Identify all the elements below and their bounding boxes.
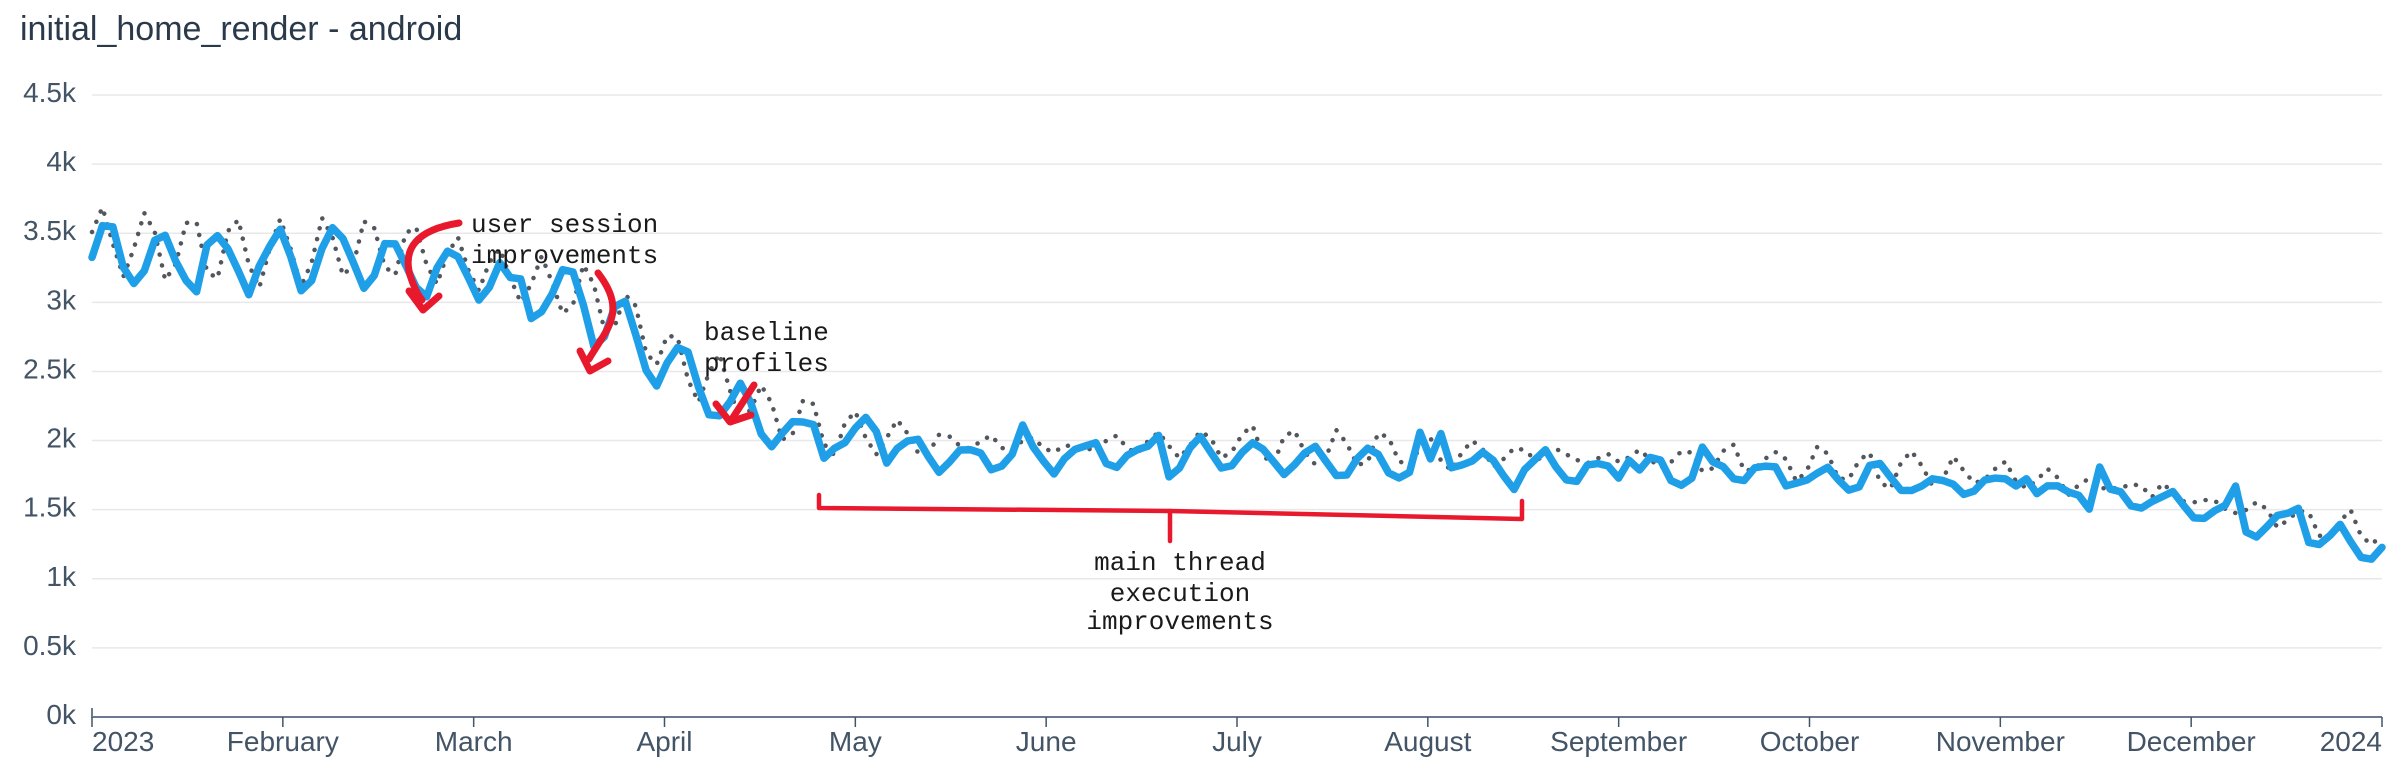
svg-text:2k: 2k [46,423,77,454]
svg-text:2024: 2024 [2320,726,2382,757]
svg-text:3.5k: 3.5k [23,215,77,246]
svg-text:4k: 4k [46,146,77,177]
svg-text:user session: user session [471,210,658,240]
svg-text:baseline: baseline [704,318,829,348]
svg-text:July: July [1212,726,1262,757]
svg-text:May: May [829,726,882,757]
svg-text:February: February [227,726,339,757]
svg-text:2023: 2023 [92,726,154,757]
svg-text:profiles: profiles [704,349,829,379]
svg-text:3k: 3k [46,284,77,315]
svg-text:0k: 0k [46,699,77,730]
svg-text:October: October [1760,726,1860,757]
svg-text:April: April [636,726,692,757]
svg-text:execution: execution [1110,579,1250,609]
svg-text:4.5k: 4.5k [23,77,77,108]
svg-text:August: August [1384,726,1471,757]
svg-text:December: December [2127,726,2256,757]
svg-text:September: September [1550,726,1687,757]
svg-text:2.5k: 2.5k [23,353,77,384]
svg-text:improvements: improvements [1086,607,1273,637]
svg-text:0.5k: 0.5k [23,630,77,661]
svg-text:1k: 1k [46,561,77,592]
svg-text:June: June [1016,726,1077,757]
svg-text:main thread: main thread [1094,548,1266,578]
svg-text:improvements: improvements [471,241,658,271]
svg-text:March: March [435,726,513,757]
svg-text:November: November [1936,726,2065,757]
svg-text:1.5k: 1.5k [23,492,77,523]
